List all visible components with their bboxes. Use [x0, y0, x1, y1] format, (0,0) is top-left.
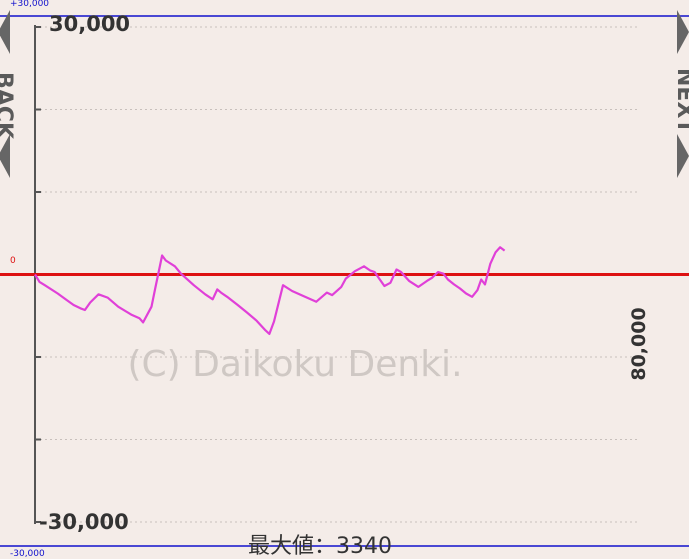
back-arrow-bottom-icon	[0, 134, 10, 178]
series-layer	[34, 246, 506, 335]
back-button[interactable]: BACK	[0, 10, 26, 180]
y-tick-label-bottom: -30,000	[39, 510, 129, 534]
next-arrow-top-icon	[677, 10, 689, 54]
lower-bound-label: -30,000	[10, 549, 45, 559]
series-line-0	[34, 246, 506, 335]
watermark: (C) Daikoku Denki.	[127, 344, 462, 385]
next-button[interactable]: NEXT	[663, 10, 689, 180]
grid-layer	[35, 26, 640, 523]
max-value-label: 最大値：3340	[248, 534, 392, 558]
next-arrow-bottom-icon	[677, 134, 689, 178]
y-tick-label-top: 30,000	[49, 12, 130, 36]
back-label: BACK	[0, 72, 16, 139]
upper-bound-label: +30,000	[10, 0, 50, 9]
watermark-layer: (C) Daikoku Denki.	[127, 344, 462, 385]
x-max-label: 80,000	[628, 307, 650, 380]
back-arrow-top-icon	[0, 10, 10, 54]
label-layer: 30,000 -30,000 80,000 最大値：3340	[39, 12, 650, 558]
zero-label: 0	[10, 256, 16, 266]
next-label: NEXT	[672, 68, 689, 134]
